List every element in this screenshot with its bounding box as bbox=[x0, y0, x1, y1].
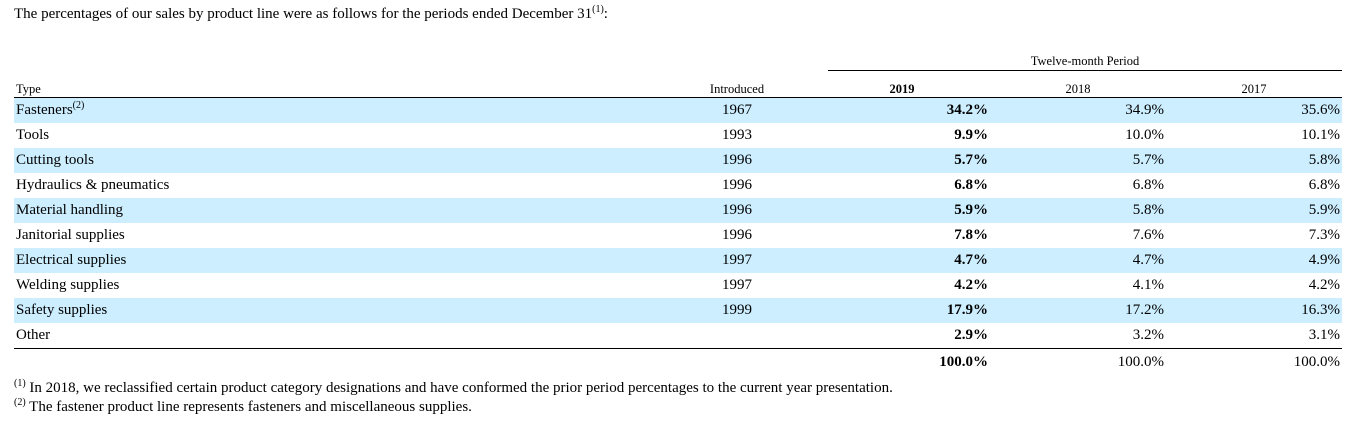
cell-2017: 10.1% bbox=[1301, 127, 1340, 143]
type-label: Fasteners bbox=[16, 102, 73, 118]
cell-type: Cutting tools bbox=[14, 148, 660, 173]
cell-2017: 16.3% bbox=[1301, 302, 1340, 318]
table-row: Material handling 1996 5.9% 5.8% 5.9% bbox=[14, 198, 1342, 223]
cell-2019: 9.9% bbox=[954, 127, 988, 143]
type-footnote-ref: (2) bbox=[72, 100, 85, 111]
cell-2019: 7.8% bbox=[954, 227, 988, 243]
intro-suffix: : bbox=[603, 6, 608, 22]
table-row: Other 2.9% 3.2% 3.1% bbox=[14, 323, 1342, 349]
cell-2019: 17.9% bbox=[946, 302, 988, 318]
footnote-2-text: The fastener product line represents fas… bbox=[25, 399, 472, 415]
cell-type: Safety supplies bbox=[14, 298, 660, 323]
cell-2018: 34.9% bbox=[1125, 102, 1164, 118]
header-type: Type bbox=[16, 82, 41, 96]
total-2018: 100.0% bbox=[1117, 353, 1164, 370]
intro-sentence: The percentages of our sales by product … bbox=[14, 4, 608, 23]
sales-by-product-line-table: Type Introduced 2019 2018 2017 Fasteners… bbox=[14, 78, 1342, 375]
cell-type: Welding supplies bbox=[14, 273, 660, 298]
cell-2018: 5.8% bbox=[1132, 202, 1164, 218]
cell-type: Material handling bbox=[14, 198, 660, 223]
total-2019: 100.0% bbox=[939, 353, 988, 370]
cell-introduced bbox=[660, 323, 814, 349]
cell-introduced: 1997 bbox=[722, 252, 752, 268]
total-row: 100.0% 100.0% 100.0% bbox=[14, 348, 1342, 376]
table-row: Electrical supplies 1997 4.7% 4.7% 4.9% bbox=[14, 248, 1342, 273]
cell-2019: 4.2% bbox=[954, 277, 988, 293]
table-row: Cutting tools 1996 5.7% 5.7% 5.8% bbox=[14, 148, 1342, 173]
cell-2017: 5.9% bbox=[1308, 202, 1340, 218]
cell-2017: 5.8% bbox=[1308, 152, 1340, 168]
cell-2018: 5.7% bbox=[1132, 152, 1164, 168]
cell-2018: 4.1% bbox=[1132, 277, 1164, 293]
table-row: Welding supplies 1997 4.2% 4.1% 4.2% bbox=[14, 273, 1342, 298]
cell-2017: 7.3% bbox=[1308, 227, 1340, 243]
cell-introduced: 1993 bbox=[722, 127, 752, 143]
cell-total-type bbox=[14, 349, 660, 376]
cell-2017: 4.2% bbox=[1308, 277, 1340, 293]
cell-2019: 2.9% bbox=[954, 327, 988, 343]
cell-2018: 17.2% bbox=[1125, 302, 1164, 318]
type-label: Cutting tools bbox=[16, 152, 94, 168]
cell-total-introduced bbox=[660, 349, 814, 376]
cell-introduced: 1999 bbox=[722, 302, 752, 318]
cell-type: Other bbox=[14, 323, 660, 349]
intro-text: The percentages of our sales by product … bbox=[14, 6, 593, 22]
cell-2018: 10.0% bbox=[1125, 127, 1164, 143]
total-2017: 100.0% bbox=[1293, 353, 1340, 370]
footnote-1: (1) In 2018, we reclassified certain pro… bbox=[14, 378, 893, 397]
cell-introduced: 1967 bbox=[722, 102, 752, 118]
cell-2018: 7.6% bbox=[1132, 227, 1164, 243]
cell-2019: 4.7% bbox=[954, 252, 988, 268]
type-label: Material handling bbox=[16, 202, 124, 218]
cell-2018: 3.2% bbox=[1132, 327, 1164, 343]
cell-2019: 5.9% bbox=[954, 202, 988, 218]
cell-introduced: 1996 bbox=[722, 152, 752, 168]
cell-2018: 4.7% bbox=[1132, 252, 1164, 268]
footnote-2-marker: (2) bbox=[14, 397, 26, 408]
cell-2019: 5.7% bbox=[954, 152, 988, 168]
cell-2017: 3.1% bbox=[1308, 327, 1340, 343]
type-label: Tools bbox=[16, 127, 50, 143]
footnote-1-marker: (1) bbox=[14, 378, 26, 389]
type-label: Safety supplies bbox=[16, 302, 108, 318]
table-row: Tools 1993 9.9% 10.0% 10.1% bbox=[14, 123, 1342, 148]
footnote-1-text: In 2018, we reclassified certain product… bbox=[25, 380, 893, 396]
type-label: Other bbox=[16, 327, 51, 343]
table-row: Safety supplies 1999 17.9% 17.2% 16.3% bbox=[14, 298, 1342, 323]
cell-type: Hydraulics & pneumatics bbox=[14, 173, 660, 198]
cell-introduced: 1996 bbox=[722, 177, 752, 193]
intro-footnote-ref: (1) bbox=[592, 4, 604, 15]
cell-2017: 6.8% bbox=[1308, 177, 1340, 193]
type-label: Hydraulics & pneumatics bbox=[16, 177, 170, 193]
header-introduced: Introduced bbox=[709, 82, 765, 96]
period-group-label: Twelve-month Period bbox=[1030, 54, 1140, 68]
cell-type: Tools bbox=[14, 123, 660, 148]
table-header-row: Type Introduced 2019 2018 2017 bbox=[14, 78, 1342, 98]
period-group-rule bbox=[828, 70, 1342, 71]
header-2019: 2019 bbox=[889, 82, 915, 96]
cell-2018: 6.8% bbox=[1132, 177, 1164, 193]
header-2018: 2018 bbox=[1065, 82, 1091, 96]
cell-type: Electrical supplies bbox=[14, 248, 660, 273]
type-label: Janitorial supplies bbox=[16, 227, 125, 243]
cell-type: Fasteners(2) bbox=[14, 98, 660, 124]
cell-type: Janitorial supplies bbox=[14, 223, 660, 248]
header-2017: 2017 bbox=[1241, 82, 1267, 96]
cell-2017: 35.6% bbox=[1301, 102, 1340, 118]
table-row: Fasteners(2) 1967 34.2% 34.9% 35.6% bbox=[14, 97, 1342, 124]
type-label: Electrical supplies bbox=[16, 252, 127, 268]
cell-introduced: 1996 bbox=[722, 227, 752, 243]
table-row: Janitorial supplies 1996 7.8% 7.6% 7.3% bbox=[14, 223, 1342, 248]
cell-2017: 4.9% bbox=[1308, 252, 1340, 268]
type-label: Welding supplies bbox=[16, 277, 120, 293]
cell-2019: 34.2% bbox=[946, 102, 988, 118]
table-row: Hydraulics & pneumatics 1996 6.8% 6.8% 6.8% bbox=[14, 173, 1342, 198]
cell-introduced: 1997 bbox=[722, 277, 752, 293]
cell-2019: 6.8% bbox=[954, 177, 988, 193]
footnote-2: (2) The fastener product line represents… bbox=[14, 397, 472, 416]
cell-introduced: 1996 bbox=[722, 202, 752, 218]
